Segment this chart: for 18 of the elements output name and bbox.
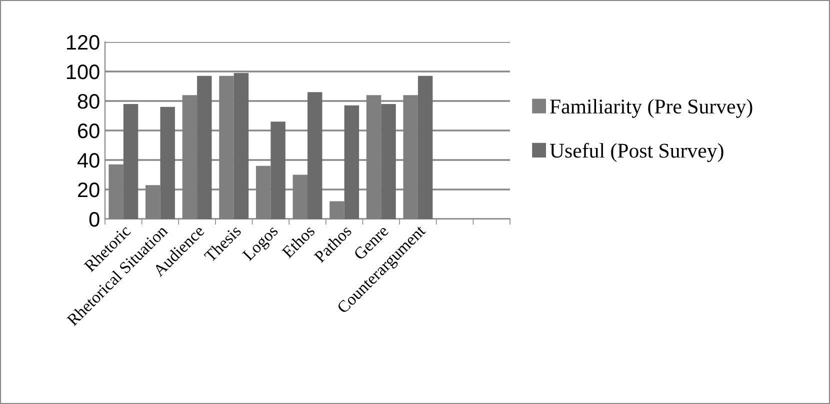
bar [344, 105, 360, 219]
bar [197, 76, 212, 219]
bar [308, 92, 322, 219]
bar [160, 106, 175, 219]
y-tick-label: 80 [78, 94, 100, 109]
y-tick-label: 60 [78, 124, 100, 138]
legend-label: Useful (Post Survey) [550, 142, 724, 162]
y-tick-label: 100 [66, 64, 100, 80]
bar [381, 104, 396, 219]
bar [270, 122, 286, 219]
y-tick-label: 0 [89, 212, 100, 227]
bar [234, 72, 249, 219]
y-tick-label: 120 [66, 35, 100, 50]
bar [123, 104, 138, 219]
y-tick-label: 20 [78, 182, 100, 198]
y-tick-label: 40 [77, 153, 100, 168]
legend-label: Familiarity (Pre Survey) [550, 98, 752, 118]
bar [418, 76, 433, 219]
